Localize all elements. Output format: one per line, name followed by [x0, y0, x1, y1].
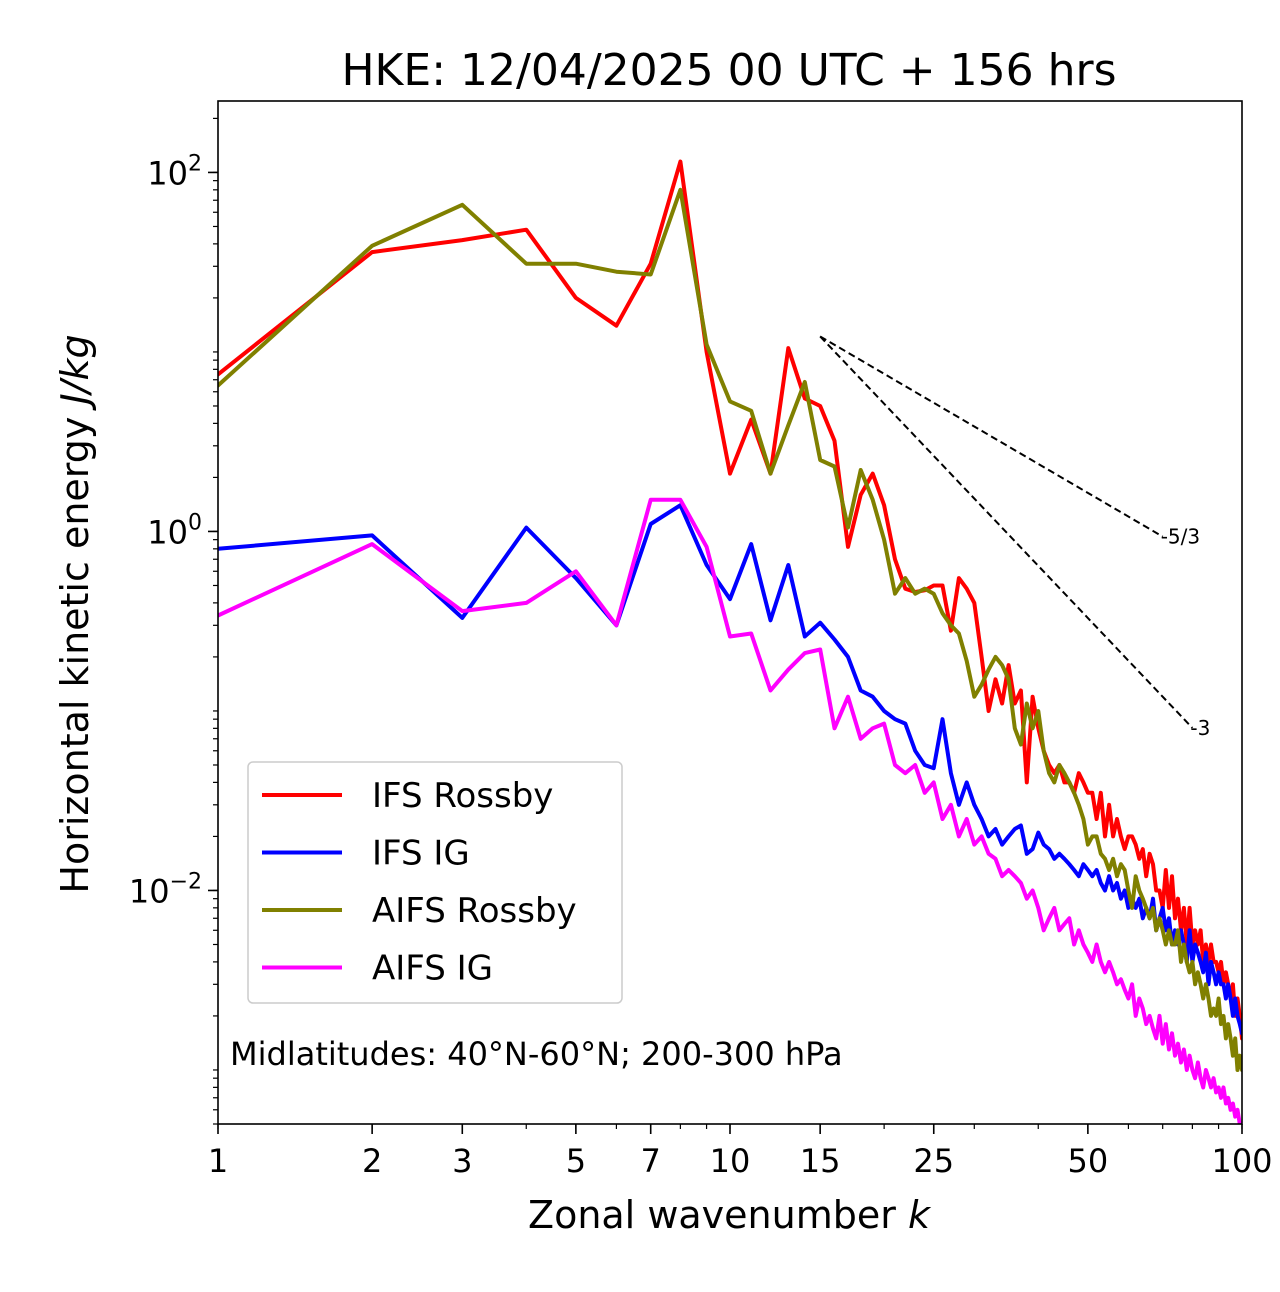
- legend-label-aifs-ig: AIFS IG: [372, 949, 493, 989]
- legend-box: [247, 761, 623, 1004]
- x-tick-label: 5: [566, 1142, 586, 1180]
- legend-label-aifs-rossby: AIFS Rossby: [372, 891, 577, 931]
- x-tick-label: 2: [362, 1142, 382, 1180]
- x-tick-label: 3: [452, 1142, 472, 1180]
- x-axis-title-var: k: [908, 1193, 932, 1237]
- y-axis-title: Horizontal kinetic energy J/kg: [53, 334, 97, 893]
- x-tick-label: 100: [1211, 1142, 1272, 1180]
- series-line-aifs-rossby: [218, 187, 1242, 1072]
- y-tick-label: 102: [147, 151, 202, 192]
- x-tick-label: 1: [208, 1142, 228, 1180]
- x-tick-label: 25: [913, 1142, 954, 1180]
- x-axis-title-main: Zonal wavenumber: [528, 1193, 908, 1237]
- svg-text:Horizontal kinetic energy J/kg: Horizontal kinetic energy J/kg: [53, 334, 97, 893]
- series-line-ifs-ig: [218, 503, 1242, 1036]
- x-tick-label: 7: [641, 1142, 661, 1180]
- series-layer: [218, 159, 1242, 1124]
- y-tick-label: 10−2: [129, 869, 202, 910]
- y-tick-label: 100: [147, 510, 202, 551]
- series-line-aifs-ig: [218, 497, 1242, 1124]
- legend-entries: IFS Rossby IFS IG AIFS Rossby AIFS IG: [262, 776, 577, 989]
- legend-label-ifs-rossby: IFS Rossby: [372, 776, 553, 816]
- x-tick-label: 10: [710, 1142, 751, 1180]
- legend: IFS Rossby IFS IG AIFS Rossby AIFS IG: [247, 761, 623, 1004]
- slope-label-5-3: -5/3: [1161, 525, 1200, 549]
- x-axis-title: Zonal wavenumber k: [528, 1193, 932, 1237]
- slope-line-3: [819, 335, 1194, 729]
- axis-ticks: 1 2 3 5 7 10 15 25 50 100 102 100 10−2: [129, 117, 1273, 1180]
- region-annotation: Midlatitudes: 40°N-60°N; 200-300 hPa: [230, 1035, 843, 1073]
- y-axis-title-unit: J/kg: [53, 334, 97, 411]
- slope-label-3: -3: [1190, 716, 1210, 740]
- chart-title: HKE: 12/04/2025 00 UTC + 156 hrs: [341, 45, 1116, 96]
- reference-slopes: -5/3 -3: [819, 335, 1210, 740]
- x-tick-label: 15: [800, 1142, 841, 1180]
- y-axis-title-main: Horizontal kinetic energy: [53, 405, 97, 894]
- x-tick-label: 50: [1068, 1142, 1109, 1180]
- slope-line-5-3: [819, 335, 1164, 538]
- series-line-ifs-rossby: [218, 159, 1242, 1041]
- legend-label-ifs-ig: IFS IG: [372, 834, 470, 874]
- plot-frame: [217, 100, 1243, 1125]
